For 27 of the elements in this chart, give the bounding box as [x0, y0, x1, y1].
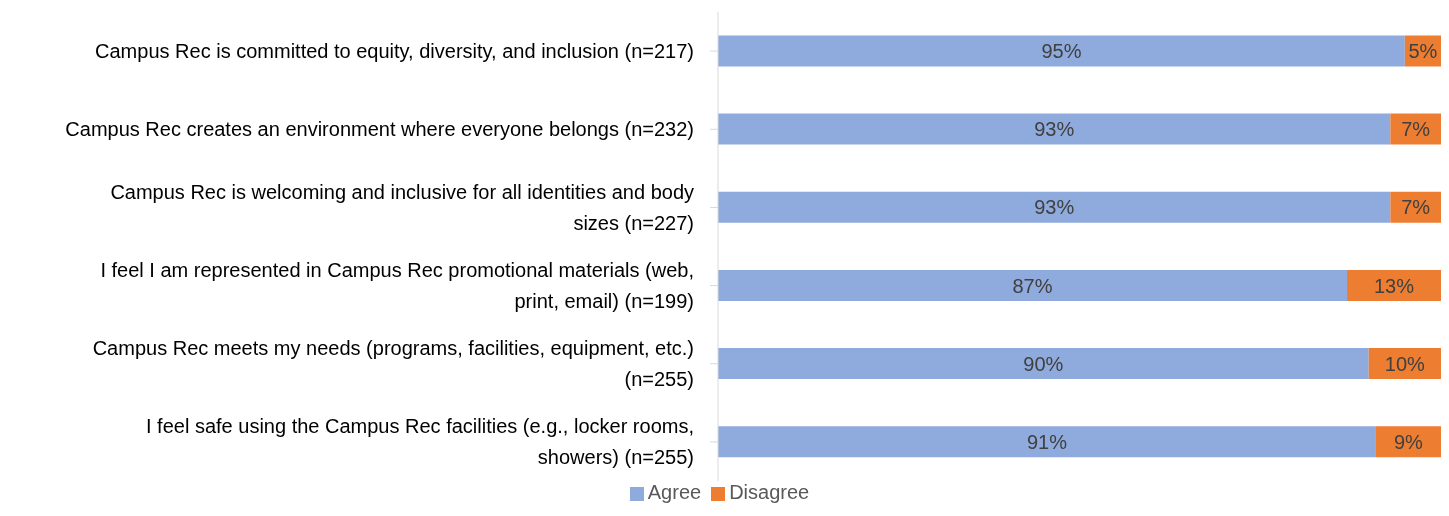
data-label: 93%: [1034, 196, 1075, 219]
data-label: 95%: [1041, 40, 1082, 63]
data-label: 5%: [1408, 40, 1438, 63]
bar: [1347, 269, 1441, 301]
bar: [718, 191, 1391, 223]
y-tick-label: Campus Rec is committed to equity, diversity, and inclusion (n=217): [95, 40, 694, 63]
data-label: 13%: [1373, 274, 1415, 297]
legend-label: Disagree: [729, 481, 810, 503]
bar: [718, 426, 1376, 458]
y-tick-label: Campus Rec meets my needs (programs, facilities, equipment, etc.) (n=255): [92, 337, 694, 391]
data-label: 93%: [1034, 118, 1075, 141]
bar: [718, 113, 1391, 145]
bar: [718, 35, 1405, 67]
data-label: 91%: [1026, 430, 1068, 453]
y-tick-label: Campus Rec creates an environment where everyone belongs (n=232): [65, 118, 694, 141]
bar: [718, 269, 1348, 301]
data-label: 10%: [1384, 352, 1426, 375]
data-label: 9%: [1394, 430, 1424, 453]
data-label: 7%: [1401, 118, 1431, 141]
bar: [718, 348, 1369, 380]
data-label: 7%: [1401, 196, 1431, 219]
y-tick-label: Campus Rec is welcoming and inclusive for all identities and body sizes (n=227): [110, 180, 694, 234]
y-tick-label: I feel safe using the Campus Rec facilities (e.g., locker rooms, showers) (n=255): [145, 415, 694, 469]
data-label: 87%: [1012, 274, 1053, 297]
data-label: 90%: [1023, 352, 1064, 375]
y-tick-label: I feel I am represented in Campus Rec promotional materials (web, print, email) (n=199): [100, 259, 694, 313]
legend-label: Agree: [647, 481, 702, 503]
